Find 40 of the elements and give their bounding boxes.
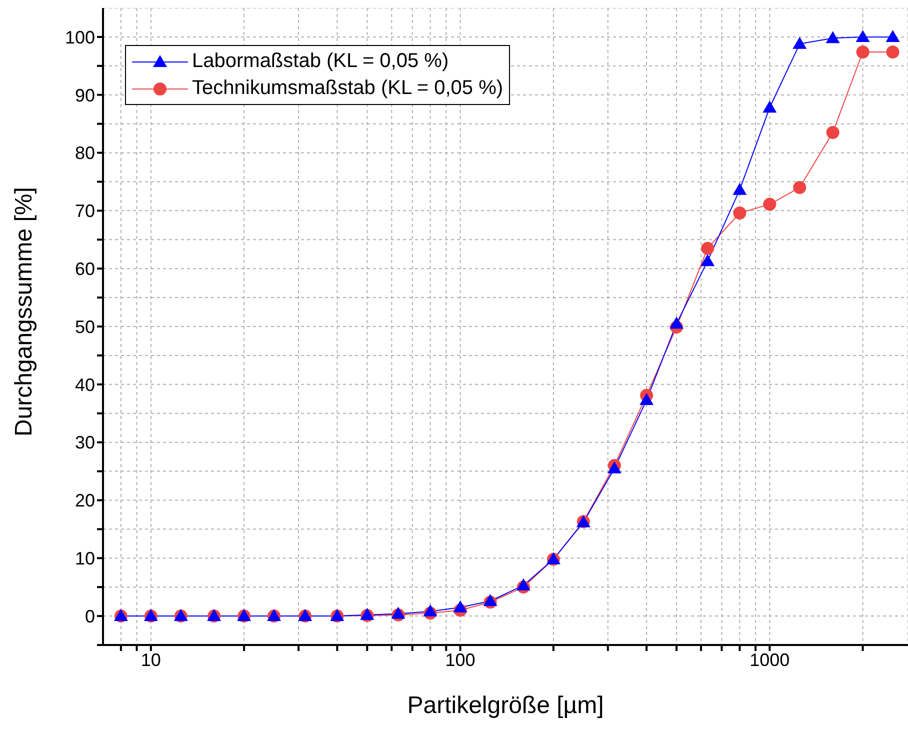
x-tick-label: 10 (140, 650, 161, 670)
legend-label: Labormaßstab (KL = 0,05 %) (192, 49, 449, 74)
point (516, 578, 530, 590)
point (733, 206, 746, 220)
point (423, 604, 438, 616)
point (856, 46, 870, 59)
point (763, 198, 776, 211)
point (886, 46, 900, 59)
point (792, 36, 807, 49)
point (391, 606, 406, 619)
point (856, 30, 870, 42)
y-tick-label: 40 (74, 374, 95, 395)
y-tick-label: 10 (74, 548, 95, 569)
x-axis-title: Partikelgröße [µm] (407, 692, 604, 719)
point (483, 594, 498, 606)
legend-label: Technikumsmaßstab (KL = 0,05 %) (192, 76, 504, 101)
point (732, 182, 747, 195)
y-axis-title: Durchgangssumme [%] (10, 187, 38, 436)
point (793, 181, 806, 194)
point (886, 30, 900, 42)
point (826, 126, 840, 140)
point (640, 393, 654, 406)
y-tick-label: 0 (84, 606, 95, 626)
point (700, 254, 715, 266)
point (607, 461, 622, 474)
y-tick-label: 60 (74, 258, 95, 279)
x-tick-label: 100 (445, 650, 476, 670)
y-tick-label: 100 (64, 27, 95, 48)
point (762, 100, 777, 113)
y-tick-label: 20 (74, 490, 95, 511)
point (826, 31, 840, 44)
y-tick-label: 50 (74, 316, 95, 337)
point (453, 600, 468, 612)
y-tick-label: 70 (74, 201, 95, 222)
point (670, 316, 684, 329)
point (701, 242, 714, 255)
y-tick-label: 90 (74, 85, 95, 106)
y-tick-label: 80 (74, 143, 95, 164)
x-tick-label: 1000 (750, 650, 790, 670)
y-tick-label: 30 (74, 432, 95, 453)
